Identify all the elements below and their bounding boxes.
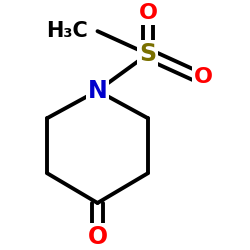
Text: S: S [139,42,156,66]
Text: H₃C: H₃C [46,21,88,41]
Text: O: O [138,3,158,23]
Text: N: N [88,79,108,103]
Text: O: O [194,67,212,87]
Text: O: O [88,225,108,249]
